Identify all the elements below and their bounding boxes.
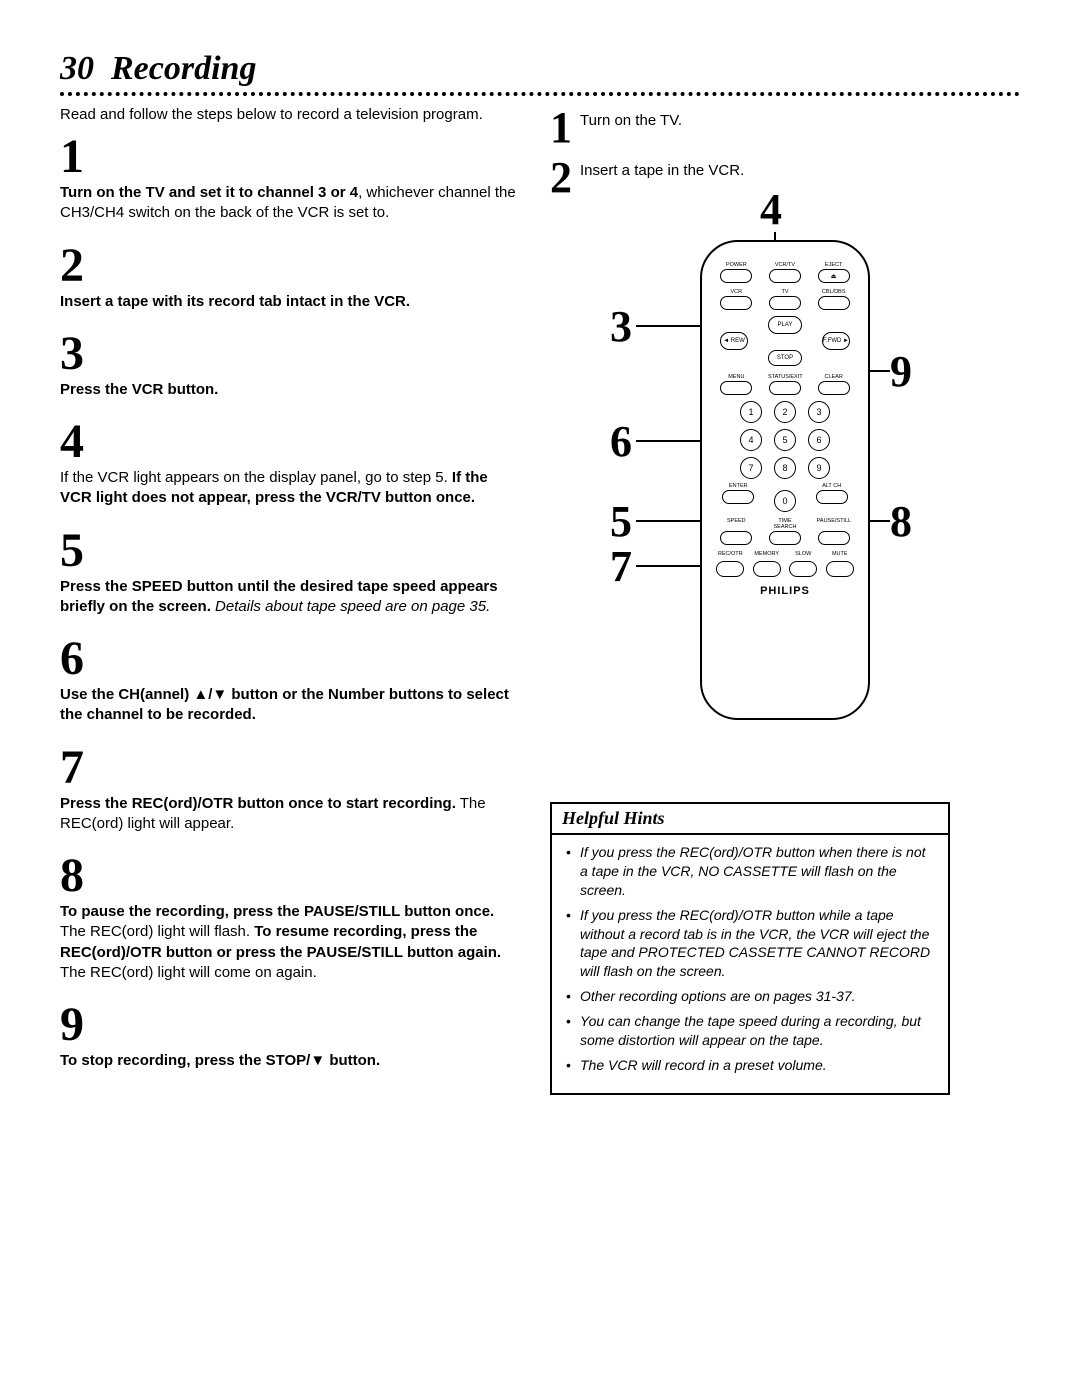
callout-9: 9	[890, 350, 912, 394]
timesearch-button	[769, 531, 801, 545]
transport-controls: PLAY ◄ REW F.FWD ► STOP	[712, 316, 858, 366]
step-2: 2 Insert a tape with its record tab inta…	[60, 242, 520, 312]
vcr-tv-button	[769, 269, 801, 283]
callout-7: 7	[610, 545, 632, 589]
step-8: 8 To pause the recording, press the PAUS…	[60, 852, 520, 983]
number-pad: 1 2 3 4 5 6 7 8 9	[712, 401, 858, 479]
altch-button	[816, 490, 848, 504]
enter-button	[722, 490, 754, 504]
mute-button	[826, 561, 854, 577]
page-number: 30	[60, 50, 94, 87]
callout-5: 5	[610, 500, 632, 544]
step-4: 4 If the VCR light appears on the displa…	[60, 418, 520, 509]
hints-title: Helpful Hints	[562, 808, 938, 829]
remote-outline: POWER VCR/TV EJECT ⏏ VCR TV CBL/DBS	[700, 240, 870, 720]
tv-button	[769, 296, 801, 310]
step-5: 5 Press the SPEED button until the desir…	[60, 527, 520, 618]
vcr-button	[720, 296, 752, 310]
instructions-column: Read and follow the steps below to recor…	[60, 106, 520, 1095]
hint-item: If you press the REC(ord)/OTR button whe…	[566, 843, 934, 900]
stop-button: STOP	[768, 350, 802, 366]
hint-item: The VCR will record in a preset volume.	[566, 1056, 934, 1075]
remote-diagram: 4 3 6 5 7 9 8 POWER VCR/TV EJECT	[550, 210, 1010, 730]
step-6: 6 Use the CH(annel) ▲/▼ button or the Nu…	[60, 635, 520, 726]
cbl-button	[818, 296, 850, 310]
play-button: PLAY	[768, 316, 802, 334]
memory-button	[753, 561, 781, 577]
hint-item: You can change the tape speed during a r…	[566, 1012, 934, 1050]
hint-item: If you press the REC(ord)/OTR button whi…	[566, 906, 934, 982]
callout-4: 4	[760, 188, 782, 232]
step-1: 1 Turn on the TV and set it to channel 3…	[60, 133, 520, 224]
rew-button: ◄ REW	[720, 332, 748, 350]
callout-6: 6	[610, 420, 632, 464]
mini-step-1: 1 Turn on the TV.	[550, 106, 1020, 150]
step-3: 3 Press the VCR button.	[60, 330, 520, 400]
menu-button	[720, 381, 752, 395]
brand-label: PHILIPS	[712, 585, 858, 597]
page-title: Recording	[111, 50, 256, 87]
callout-8: 8	[890, 500, 912, 544]
illustration-column: 1 Turn on the TV. 2 Insert a tape in the…	[550, 106, 1020, 1095]
step-9: 9 To stop recording, press the STOP/▼ bu…	[60, 1001, 520, 1071]
step-7: 7 Press the REC(ord)/OTR button once to …	[60, 744, 520, 835]
power-button	[720, 269, 752, 283]
rec-otr-button	[716, 561, 744, 577]
intro-text: Read and follow the steps below to recor…	[60, 106, 520, 123]
ffwd-button: F.FWD ►	[822, 332, 850, 350]
status-button	[769, 381, 801, 395]
clear-button	[818, 381, 850, 395]
eject-button: ⏏	[818, 269, 850, 283]
slow-button	[789, 561, 817, 577]
callout-3: 3	[610, 305, 632, 349]
divider	[60, 92, 1020, 96]
helpful-hints-box: Helpful Hints If you press the REC(ord)/…	[550, 802, 950, 1095]
page-header: 30 Recording	[60, 50, 1020, 88]
hint-item: Other recording options are on pages 31-…	[566, 987, 934, 1006]
speed-button	[720, 531, 752, 545]
pausestill-button	[818, 531, 850, 545]
mini-step-2: 2 Insert a tape in the VCR.	[550, 156, 1020, 200]
zero-button: 0	[774, 490, 796, 512]
